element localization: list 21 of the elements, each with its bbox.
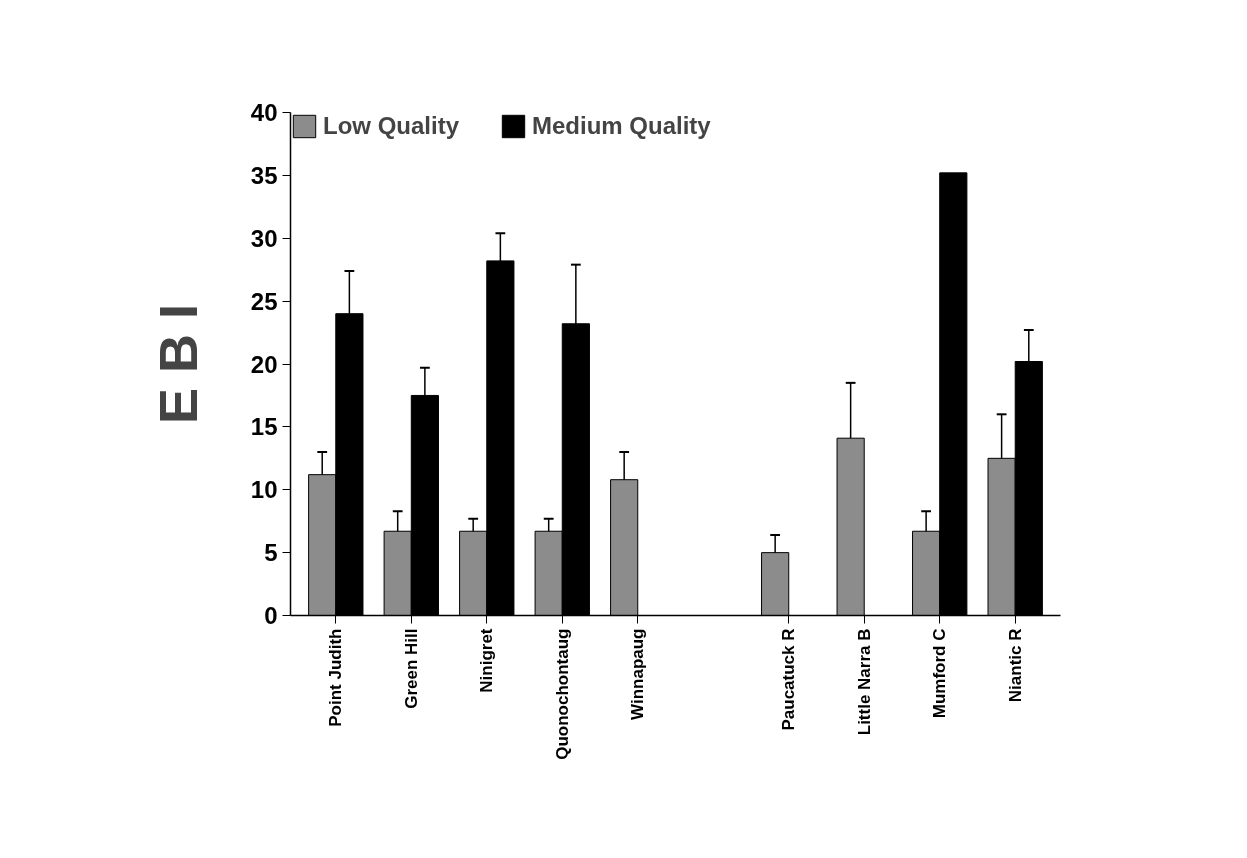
- x-tick-label: Little Narra B: [854, 628, 874, 736]
- y-axis-title: E B I: [147, 303, 208, 425]
- y-tick-label: 35: [250, 161, 278, 189]
- x-tick-label: Mumford C: [930, 628, 950, 719]
- y-tick-label: 30: [250, 224, 278, 252]
- x-tick-label: Paucatuck R: [779, 628, 799, 731]
- y-tick-label: 10: [250, 476, 278, 504]
- y-tick-label: 20: [250, 350, 278, 378]
- y-tick-label: 5: [264, 539, 278, 567]
- x-tick-label: Quonochontaug: [552, 628, 572, 760]
- legend-label: Medium Quality: [532, 112, 711, 140]
- x-tick-label: Niantic R: [1005, 628, 1025, 703]
- y-tick-label: 15: [250, 413, 278, 441]
- y-tick-label: 40: [250, 99, 278, 126]
- x-tick-label: Ninigret: [477, 628, 497, 693]
- y-tick-label: 0: [264, 602, 278, 629]
- x-tick-label: Winnapaug: [628, 628, 648, 720]
- x-tick-label: Green Hill: [401, 628, 421, 709]
- x-tick-label: Point Judith: [326, 628, 346, 727]
- legend-label: Low Quality: [323, 112, 460, 140]
- y-tick-label: 25: [250, 287, 278, 315]
